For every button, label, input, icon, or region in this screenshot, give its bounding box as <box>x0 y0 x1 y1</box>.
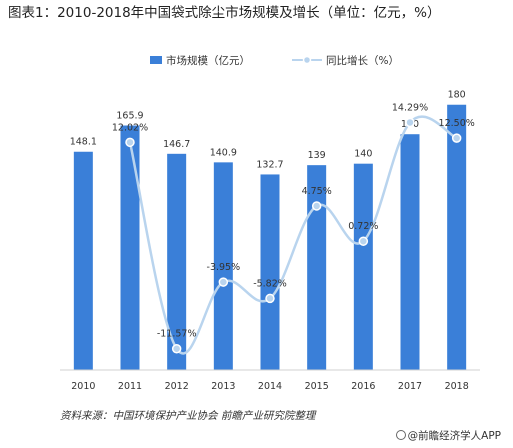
bar-value-label: 132.7 <box>256 159 283 170</box>
bar-2013 <box>213 162 233 370</box>
growth-value-label: 12.50% <box>439 118 475 129</box>
x-tick-label: 2011 <box>118 381 142 392</box>
x-tick-label: 2015 <box>305 381 329 392</box>
bar-value-label: 165.9 <box>116 111 143 122</box>
bar-value-label: 146.7 <box>163 139 190 150</box>
bar-2010 <box>73 151 93 370</box>
x-tick-label: 2013 <box>211 381 235 392</box>
source-note: 资料来源：中国环境保护产业协会 前瞻产业研究院整理 <box>60 410 316 422</box>
bar-value-label: 148.1 <box>70 137 97 148</box>
bar-2017 <box>400 134 420 370</box>
growth-value-label: 0.72% <box>348 221 378 232</box>
x-tick-label: 2010 <box>71 381 95 392</box>
x-axis-ticks: 2010 2011 2012 2013 2014 2015 2016 2017 2018 <box>71 381 469 392</box>
bar-2018 <box>447 104 467 370</box>
growth-value-label: -11.57% <box>157 329 197 340</box>
legend: 市场规模（亿元） 同比增长（%） <box>150 54 399 67</box>
bar-value-label: 140.9 <box>210 147 237 158</box>
x-tick-label: 2018 <box>445 381 469 392</box>
growth-value-label: 14.29% <box>392 102 428 113</box>
legend-bar-swatch <box>150 56 162 64</box>
growth-value-label: 12.02% <box>112 122 148 133</box>
growth-markers-layer <box>125 117 462 354</box>
growth-value-label: -3.95% <box>207 262 241 273</box>
x-tick-label: 2016 <box>351 381 375 392</box>
growth-marker-2015 <box>311 201 322 211</box>
x-tick-label: 2012 <box>165 381 189 392</box>
brand-logo-icon <box>395 430 406 440</box>
bar-2016 <box>353 163 373 370</box>
growth-marker-2011 <box>125 137 135 148</box>
bar-2011 <box>120 125 140 370</box>
growth-marker-2014 <box>265 293 275 304</box>
bar-2012 <box>167 153 187 370</box>
bar-value-label: 139 <box>308 150 326 161</box>
bar-value-label: 140 <box>354 149 372 160</box>
growth-marker-2016 <box>358 236 369 246</box>
growth-labels-layer: 12.02% -11.57% -3.95% -5.82% 4.75% 0.72% 14.29… <box>112 102 475 339</box>
growth-marker-2012 <box>171 343 182 354</box>
bar-value-label: 180 <box>448 90 466 101</box>
growth-value-label: 4.75% <box>302 186 332 197</box>
growth-marker-2017 <box>405 117 415 128</box>
bars-layer <box>73 104 467 370</box>
chart-title: 图表1：2010-2018年中国袋式除尘市场规模及增长（单位：亿元，%） <box>8 5 441 21</box>
legend-bar-label: 市场规模（亿元） <box>166 54 250 67</box>
bar-2015 <box>307 165 327 370</box>
growth-marker-2013 <box>218 277 229 287</box>
x-tick-label: 2014 <box>258 381 282 392</box>
legend-line-label: 同比增长（%） <box>326 54 399 67</box>
brand-credit: @前瞻经济学人APP <box>395 428 501 443</box>
growth-value-label: -5.82% <box>253 278 287 289</box>
legend-line-marker <box>302 55 312 65</box>
bar-2014 <box>260 174 280 370</box>
brand-text: @前瞻经济学人APP <box>407 430 501 442</box>
growth-marker-2018 <box>451 133 462 143</box>
x-tick-label: 2017 <box>398 381 422 392</box>
